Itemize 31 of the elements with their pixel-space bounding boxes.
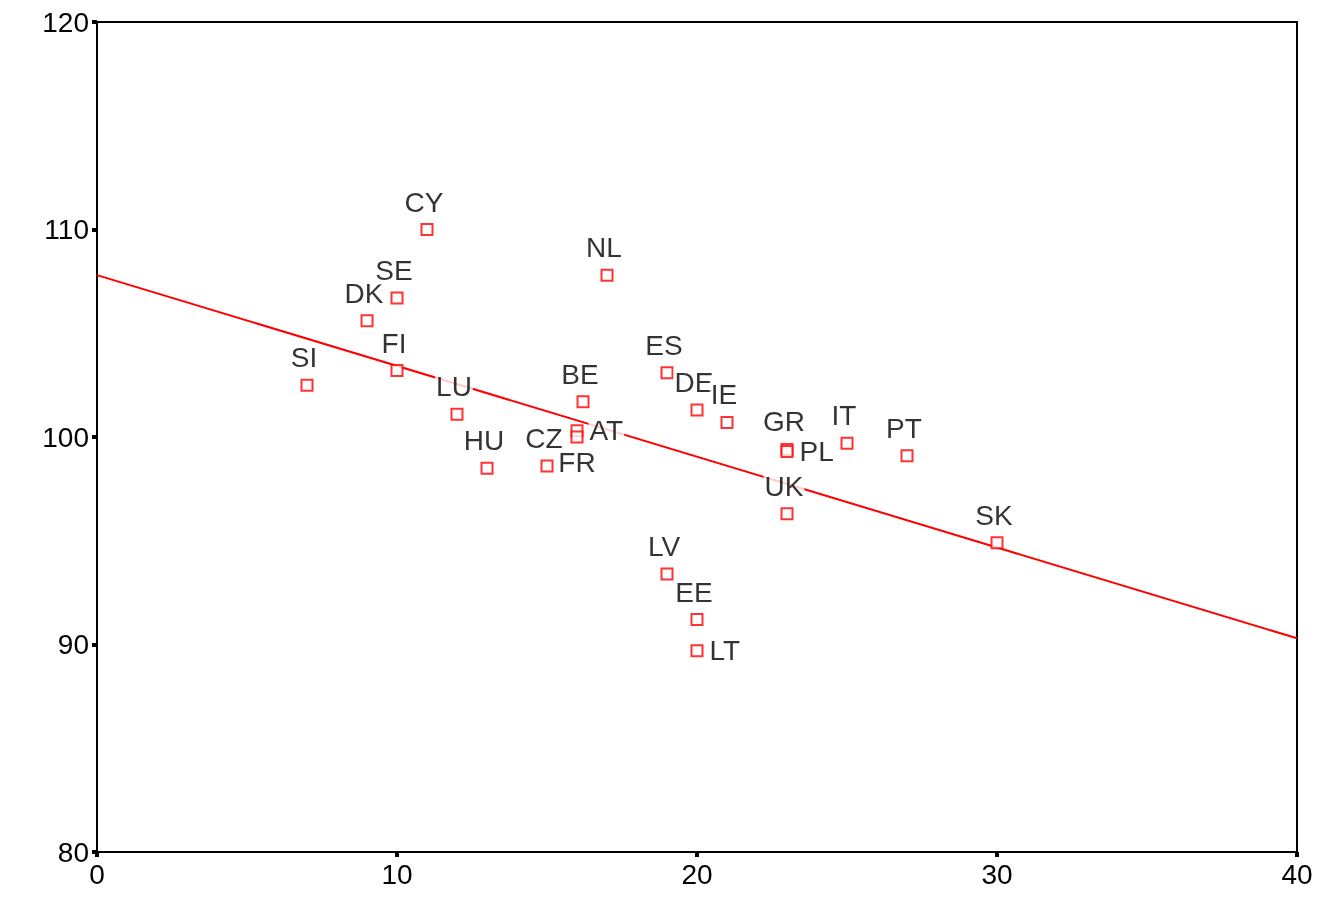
data-label: LV [647, 530, 681, 562]
x-tick-label: 10 [381, 858, 413, 890]
y-tick-label: 80 [57, 836, 89, 868]
data-label: FR [558, 447, 596, 478]
x-tick-label: 0 [89, 858, 105, 890]
data-label: BE [561, 358, 599, 390]
data-label: IT [831, 400, 857, 432]
data-label: PT [886, 412, 922, 444]
data-label: SI [290, 342, 318, 374]
data-label: PL [799, 436, 834, 468]
data-label: FI [381, 327, 407, 359]
data-label: CY [404, 186, 444, 218]
y-tick-label: 100 [42, 421, 89, 453]
data-label: AT [589, 415, 624, 447]
y-tick-label: 120 [42, 6, 89, 38]
y-tick-label: 110 [44, 214, 89, 245]
data-label: EE [675, 576, 713, 608]
y-tick-label: 90 [57, 629, 89, 660]
data-label: LU [436, 371, 472, 403]
data-label: HU [463, 425, 505, 457]
data-label: IE [710, 379, 738, 411]
x-tick-label: 20 [681, 858, 713, 890]
data-label: SK [975, 499, 1013, 531]
x-tick-label: 40 [1281, 858, 1313, 890]
data-label: UK [764, 470, 804, 502]
data-label: LT [709, 635, 741, 667]
data-label: DE [674, 367, 714, 399]
x-tick-label: 30 [981, 858, 1013, 890]
data-label: ES [645, 329, 683, 361]
data-label: GR [763, 406, 805, 438]
data-label: NL [586, 232, 622, 264]
